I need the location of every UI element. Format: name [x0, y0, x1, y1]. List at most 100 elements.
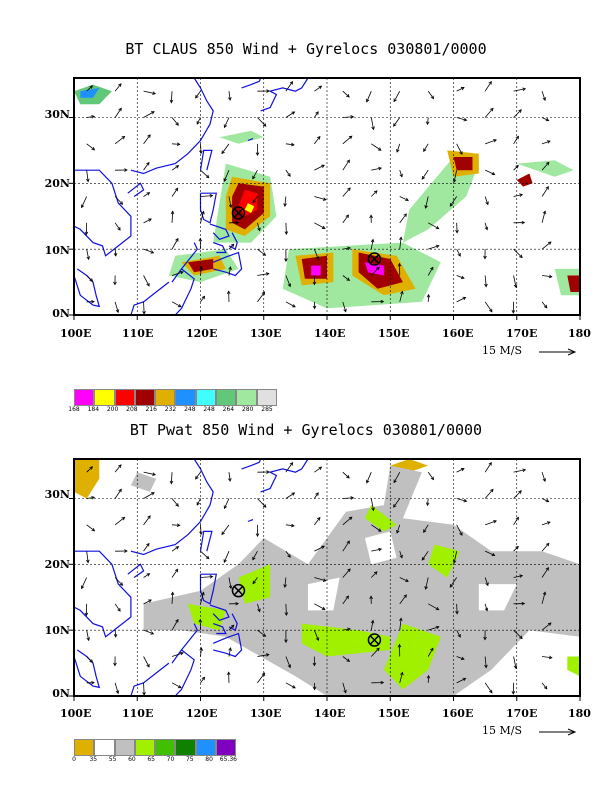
colorbar-swatch	[175, 739, 196, 756]
panel2-lon-label-100e: 100E	[60, 707, 92, 720]
shaded-region	[567, 275, 580, 292]
coastline	[127, 182, 145, 197]
panel2-map	[69, 458, 581, 701]
wind-vector	[369, 595, 373, 604]
wind-vector	[171, 187, 179, 197]
wind-vector	[399, 290, 404, 302]
wind-vector	[170, 591, 175, 604]
wind-vector	[285, 301, 296, 308]
wind-vector	[143, 471, 157, 476]
wind-vector	[483, 249, 487, 260]
wind-vector	[84, 603, 89, 617]
wind-vector	[541, 274, 553, 279]
wind-vector	[195, 90, 201, 99]
colorbar-swatch	[94, 389, 115, 406]
coastline	[212, 632, 243, 658]
coastline	[209, 223, 230, 240]
colorbar-tick-label: 200	[106, 406, 119, 413]
colorbar-swatch	[114, 739, 135, 756]
colorbar-tick-label: 280	[241, 406, 254, 413]
wind-vector	[284, 249, 288, 263]
wind-vector	[513, 629, 523, 640]
wind-vector	[541, 682, 548, 690]
wind-vector	[371, 299, 385, 304]
wind-vector	[399, 170, 403, 178]
wind-vector	[513, 275, 518, 289]
shaded-region	[428, 544, 460, 578]
shaded-region	[567, 656, 580, 677]
coastline	[171, 268, 195, 316]
shaded-region	[74, 459, 100, 499]
wind-vector	[541, 185, 549, 197]
wind-vector	[200, 550, 210, 560]
panel1-colorbar-ticks: 168 184 200 208 216 232 248 248 264 280 285	[68, 406, 272, 416]
panel2-lon-label-160e: 160E	[442, 707, 474, 720]
panel2-lon-label-170e: 170E	[506, 707, 538, 720]
colorbar-tick-label: 232	[164, 406, 177, 413]
wind-vector	[426, 293, 431, 302]
wind-vector	[142, 682, 146, 696]
wind-vector	[342, 187, 351, 197]
wind-vector	[257, 603, 261, 613]
wind-vector	[114, 682, 120, 695]
colorbar-tick-label: 216	[145, 406, 157, 413]
wind-vector	[143, 90, 157, 95]
wind-vector	[397, 643, 402, 657]
wind-vector	[285, 461, 294, 473]
wind-vector	[370, 190, 378, 197]
shaded-region	[301, 623, 391, 657]
wind-vector	[396, 143, 401, 153]
gyre-location-marker	[231, 583, 246, 598]
colorbar-tick-label: 184	[87, 406, 100, 413]
wind-vector	[541, 241, 552, 250]
colorbar-tick-label: 35	[89, 756, 98, 763]
wind-vector	[455, 603, 459, 615]
wind-vector	[143, 629, 155, 635]
wind-vector	[511, 682, 516, 695]
wind-vector	[513, 87, 527, 92]
colorbar-swatch	[216, 389, 237, 406]
wind-vector	[172, 142, 181, 146]
wind-vector	[513, 164, 519, 171]
wind-vector	[114, 464, 122, 473]
wind-vector	[86, 656, 94, 663]
panel1-lon-label-130e: 130E	[250, 327, 282, 340]
wind-vector	[541, 521, 551, 526]
panel2-vector-scale-arrow	[539, 728, 577, 736]
shaded-region	[383, 623, 441, 690]
wind-vector	[285, 142, 295, 147]
wind-vector	[114, 83, 122, 92]
panel2-title: BT Pwat 850 Wind + Gyrelocs 030801/0000	[129, 421, 483, 439]
wind-vector	[196, 117, 201, 125]
wind-vector	[86, 85, 94, 92]
wind-vector	[456, 656, 465, 661]
colorbar-tick-label: 65.36	[219, 756, 237, 763]
coastline	[247, 519, 254, 523]
wind-vector	[484, 461, 492, 473]
wind-vector	[483, 630, 487, 641]
wind-vector	[513, 135, 519, 145]
wind-vector	[171, 682, 182, 689]
wind-vector	[143, 515, 151, 526]
wind-vector	[223, 551, 230, 563]
wind-vector	[171, 651, 184, 657]
wind-vector	[456, 87, 465, 92]
wind-vector	[86, 551, 90, 564]
wind-vector	[228, 624, 235, 631]
wind-vector	[228, 472, 232, 482]
wind-vector	[252, 169, 258, 180]
wind-vector	[86, 630, 90, 642]
panel2-lon-label-120e: 120E	[186, 707, 218, 720]
wind-vector	[285, 523, 295, 528]
wind-vector	[424, 577, 429, 590]
wind-vector	[199, 524, 203, 536]
wind-vector	[86, 249, 90, 261]
wind-vector	[200, 169, 210, 179]
wind-vector	[86, 466, 94, 473]
colorbar-swatch	[236, 389, 257, 406]
coastline	[181, 623, 199, 651]
wind-vector	[143, 275, 150, 287]
wind-vector	[541, 622, 552, 631]
wind-vector	[484, 603, 489, 612]
shaded-region	[130, 472, 157, 492]
